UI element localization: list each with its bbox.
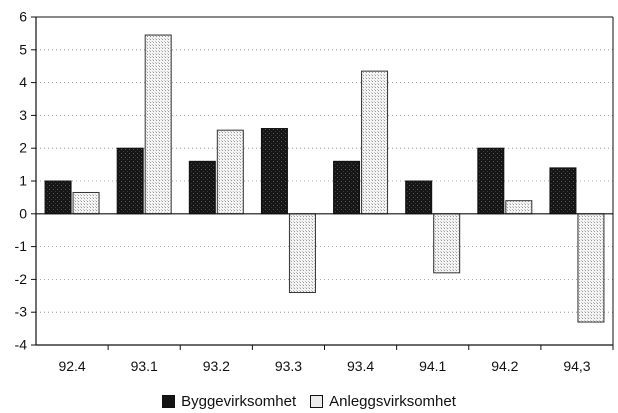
y-tick-label: -1 <box>15 238 28 254</box>
x-tick-label: 94.2 <box>491 358 518 374</box>
y-tick-labels: 6 5 4 3 2 1 0 -1 -2 -3 -4 <box>15 9 28 353</box>
bar-chart: 6 5 4 3 2 1 0 -1 -2 -3 -4 92.4 93.1 93.2 93.3 93.4 94.1… <box>15 9 614 374</box>
bar-anleggsvirksomhet <box>144 34 172 215</box>
y-tick-label: -2 <box>15 271 28 287</box>
y-tick-label: 3 <box>19 107 27 123</box>
axes <box>31 16 614 350</box>
bar-byggevirksomhet <box>333 160 361 215</box>
x-tick-label: 94,3 <box>563 358 590 374</box>
bar-anleggsvirksomhet <box>361 70 389 215</box>
legend-item-byggevirksomhet: Byggevirksomhet <box>162 393 296 410</box>
y-tick-label: 2 <box>19 140 27 156</box>
legend-swatch-light <box>310 394 324 408</box>
x-tick-label: 93.2 <box>203 358 230 374</box>
y-tick-label: 5 <box>19 41 27 57</box>
bar-anleggsvirksomhet <box>505 200 533 215</box>
legend-label-byggevirksomhet: Byggevirksomhet <box>181 392 297 410</box>
y-tick-label: 0 <box>19 205 27 221</box>
bar-byggevirksomhet <box>188 160 216 215</box>
y-tick-label: -3 <box>15 304 28 320</box>
bar-byggevirksomhet <box>44 180 72 215</box>
y-tick-label: 1 <box>19 173 27 189</box>
legend-label-anleggsvirksomhet: Anleggsvirksomhet <box>329 392 456 410</box>
x-tick-label: 93.4 <box>347 358 374 374</box>
legend-swatch-dark <box>162 394 176 408</box>
y-tick-label: 4 <box>19 74 27 90</box>
bar-anleggsvirksomhet <box>577 213 605 323</box>
legend-item-anleggsvirksomhet: Anleggsvirksomhet <box>310 393 456 410</box>
x-tick-labels: 92.4 93.1 93.2 93.3 93.4 94.1 94.2 94,3 <box>58 358 590 374</box>
legend: Byggevirksomhet Anleggsvirksomhet <box>0 392 618 410</box>
bar-anleggsvirksomhet <box>72 191 100 215</box>
bar-byggevirksomhet <box>477 147 505 215</box>
bar-anleggsvirksomhet <box>216 129 244 215</box>
x-tick-label: 92.4 <box>58 358 85 374</box>
bar-byggevirksomhet <box>260 128 288 215</box>
bar-anleggsvirksomhet <box>433 213 461 274</box>
x-tick-label: 94.1 <box>419 358 446 374</box>
bar-byggevirksomhet <box>116 147 144 215</box>
y-tick-label: 6 <box>19 9 27 25</box>
bar-byggevirksomhet <box>549 167 577 215</box>
x-tick-label: 93.1 <box>131 358 158 374</box>
bars <box>44 34 605 323</box>
bar-byggevirksomhet <box>405 180 433 215</box>
x-tick-label: 93.3 <box>275 358 302 374</box>
bar-anleggsvirksomhet <box>288 213 316 294</box>
y-tick-label: -4 <box>15 337 28 353</box>
